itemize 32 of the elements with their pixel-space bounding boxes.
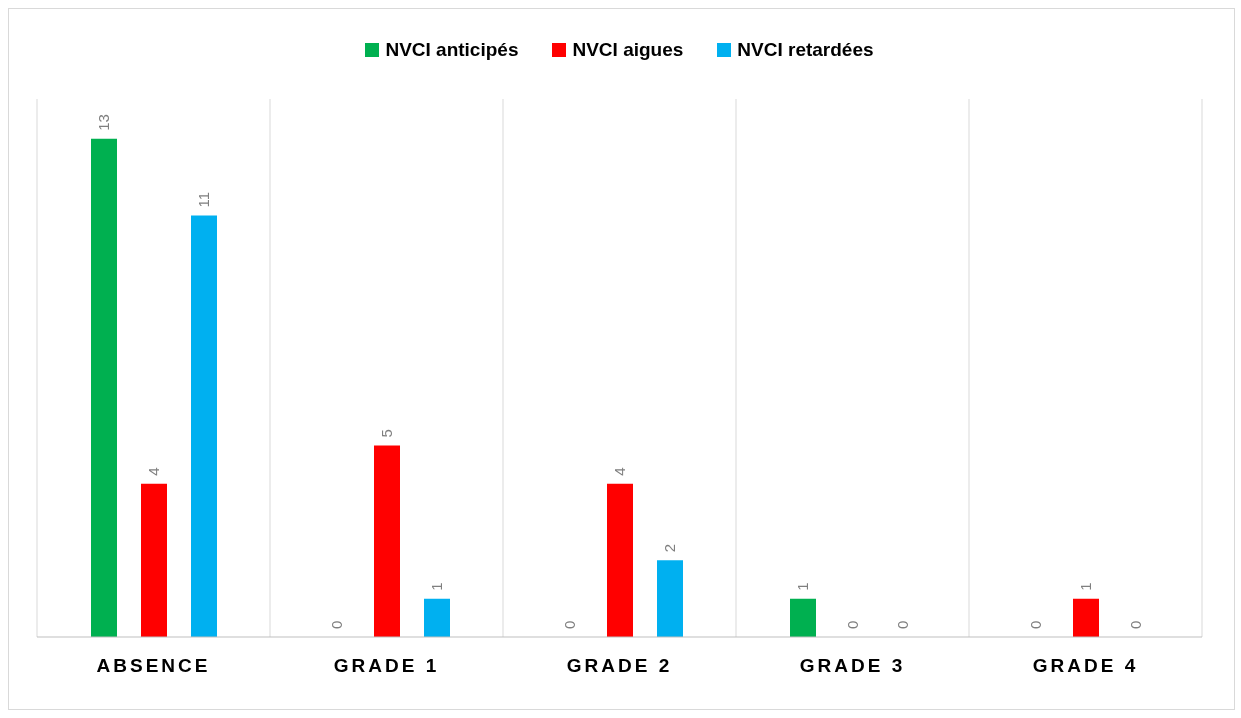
bar bbox=[191, 215, 217, 637]
x-tick-label: GRADE 2 bbox=[566, 655, 673, 677]
legend-label: NVCI anticipés bbox=[384, 39, 519, 61]
x-tick-label: GRADE 3 bbox=[799, 655, 906, 677]
data-label: 1 bbox=[794, 582, 812, 591]
data-label: 1 bbox=[1077, 582, 1095, 591]
bar bbox=[790, 598, 816, 637]
data-label: 2 bbox=[661, 544, 679, 553]
legend-label: NVCI aigues bbox=[571, 39, 684, 61]
bar bbox=[374, 445, 400, 637]
data-label: 4 bbox=[611, 467, 629, 476]
data-label: 0 bbox=[1027, 620, 1045, 629]
data-label: 4 bbox=[145, 467, 163, 476]
bar bbox=[1073, 598, 1099, 637]
bar bbox=[141, 483, 167, 637]
bar bbox=[607, 483, 633, 637]
data-label: 11 bbox=[195, 191, 213, 208]
data-label: 0 bbox=[328, 620, 346, 629]
data-label: 0 bbox=[1127, 620, 1145, 629]
bar bbox=[657, 560, 683, 637]
data-label: 0 bbox=[844, 620, 862, 629]
bar bbox=[424, 598, 450, 637]
x-tick-label: GRADE 1 bbox=[333, 655, 440, 677]
data-label: 1 bbox=[428, 582, 446, 591]
legend-label: NVCI retardées bbox=[736, 39, 874, 61]
x-tick-label: ABSENCE bbox=[96, 655, 211, 677]
data-label: 13 bbox=[95, 114, 113, 131]
data-label: 5 bbox=[378, 429, 396, 438]
x-tick-label: GRADE 4 bbox=[1032, 655, 1139, 677]
bar bbox=[91, 138, 117, 637]
data-label: 0 bbox=[561, 620, 579, 629]
data-label: 0 bbox=[894, 620, 912, 629]
